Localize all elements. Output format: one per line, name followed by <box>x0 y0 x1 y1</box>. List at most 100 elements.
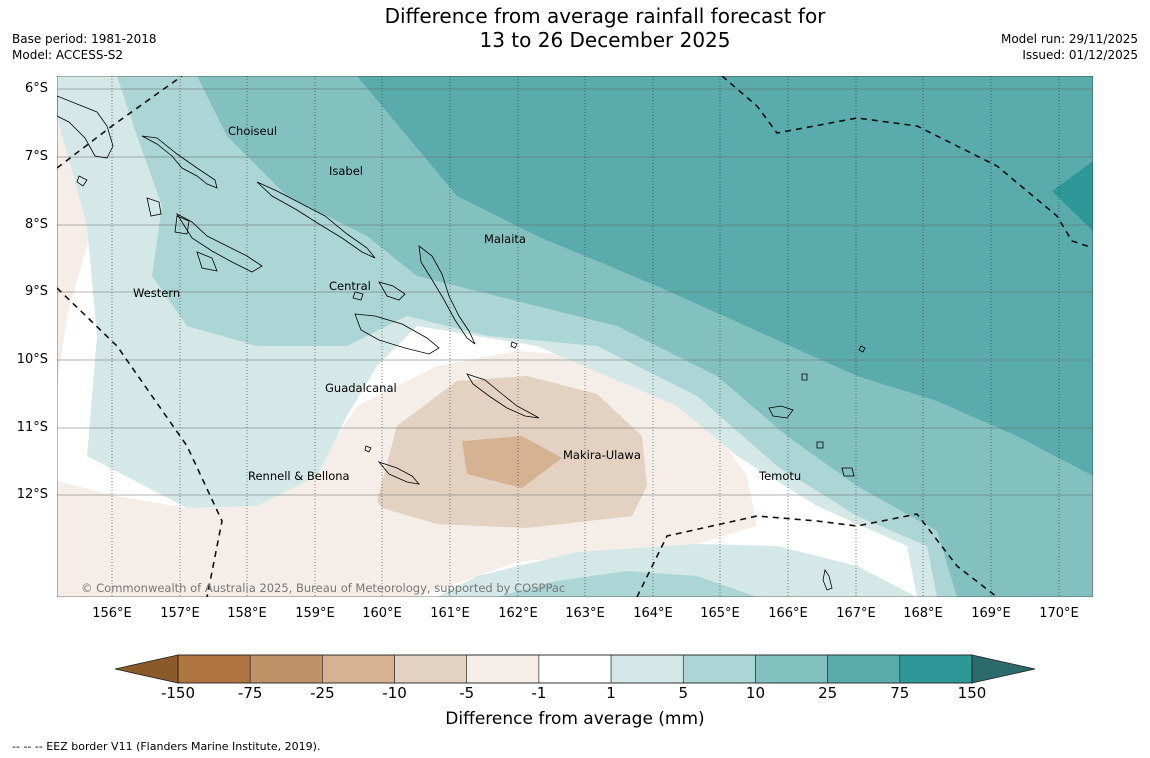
band-plus5-south <box>497 571 757 597</box>
island-makira <box>466 373 540 419</box>
colorbar-tick-label: 75 <box>890 684 910 702</box>
colorbar-segment <box>827 654 901 684</box>
model-text: Model: ACCESS-S2 <box>12 48 124 62</box>
colorbar-tick-label: -75 <box>237 684 263 702</box>
island-santa-cruz-1 <box>768 405 794 419</box>
region-guadalcanal: Guadalcanal <box>325 381 397 395</box>
island-rennell <box>377 461 421 485</box>
island-rendova <box>196 251 218 272</box>
eez-footnote: -- -- -- EEZ border V11 (Flanders Marine… <box>12 740 321 753</box>
colorbar-segment <box>899 654 973 684</box>
meta-right: Model run: 29/11/2025 Issued: 01/12/2025 <box>1001 31 1138 63</box>
eez-border <box>57 76 1093 597</box>
lon-label-166e: 166°E <box>768 606 808 621</box>
colorbar-segment <box>177 654 251 684</box>
region-western: Western <box>133 286 180 300</box>
island-duff <box>858 345 866 353</box>
colorbar-segment <box>466 654 540 684</box>
island-bellona <box>364 445 372 453</box>
island-santa-cruz-3 <box>841 467 855 477</box>
island-shortland <box>76 175 88 187</box>
island-santa-cruz-2 <box>816 441 824 449</box>
island-florida <box>378 281 406 301</box>
island-choiseul <box>141 135 218 189</box>
colorbar-tick-label: -5 <box>459 684 475 702</box>
meta-left: Base period: 1981-2018 Model: ACCESS-S2 <box>12 31 157 63</box>
lon-label-159e: 159°E <box>295 606 335 621</box>
band-plus25 <box>357 76 1093 476</box>
colorbar-segment <box>538 654 612 684</box>
region-choiseul: Choiseul <box>228 124 277 138</box>
lat-label-10s: 10°S <box>16 352 48 367</box>
island-reef <box>801 373 808 381</box>
map-title: Difference from average rainfall forecas… <box>0 4 1150 52</box>
colorbar-tick-label: -10 <box>382 684 407 702</box>
colorbar-segment <box>322 654 395 684</box>
island-malaita <box>418 245 476 345</box>
rainfall-map: Choiseul Isabel Malaita Western Central … <box>57 76 1093 597</box>
lon-label-164e: 164°E <box>633 606 673 621</box>
colorbar-tick-label: -150 <box>160 684 196 702</box>
colorbar-segment <box>249 654 323 684</box>
copyright-text: © Commonwealth of Australia 2025, Bureau… <box>81 581 565 595</box>
lon-label-160e: 160°E <box>362 606 402 621</box>
band-plus75 <box>1052 161 1093 231</box>
colorbar-tick-label: 25 <box>818 684 838 702</box>
colorbar-tick-label: 150 <box>957 684 987 702</box>
lon-label-163e: 163°E <box>565 606 605 621</box>
colorbar-title: Difference from average (mm) <box>445 709 705 729</box>
lon-label-156e: 156°E <box>92 606 132 621</box>
lon-label-167e: 167°E <box>836 606 876 621</box>
map-title-line2: 13 to 26 December 2025 <box>479 28 731 52</box>
islands <box>57 95 866 591</box>
colorbar-segment <box>610 654 684 684</box>
lat-label-7s: 7°S <box>24 149 48 164</box>
island-south <box>822 568 833 591</box>
colorbar-frame <box>177 654 973 684</box>
colorbar-segment <box>394 654 468 684</box>
region-makira-ulawa: Makira-Ulawa <box>563 448 641 462</box>
region-central: Central <box>329 279 371 293</box>
band-minus25 <box>462 436 562 488</box>
island-bougainville-tip <box>57 95 114 159</box>
lon-label-158e: 158°E <box>227 606 267 621</box>
colorbar <box>114 654 1036 684</box>
island-vella <box>146 197 162 217</box>
model-run-text: Model run: 29/11/2025 <box>1000 32 1138 46</box>
map-title-line1: Difference from average rainfall forecas… <box>384 4 826 28</box>
colorbar-tick-label: -25 <box>310 684 335 702</box>
island-new-georgia <box>175 212 263 273</box>
island-ulawa <box>510 341 518 349</box>
island-kolombangara <box>174 215 190 235</box>
island-guadalcanal <box>354 313 440 355</box>
lon-label-170e: 170°E <box>1039 606 1079 621</box>
issued-text: Issued: 01/12/2025 <box>1022 48 1138 62</box>
region-temotu: Temotu <box>758 469 801 483</box>
lat-label-12s: 12°S <box>16 487 48 502</box>
base-period-text: Base period: 1981-2018 <box>12 32 157 46</box>
lon-label-161e: 161°E <box>430 606 470 621</box>
colorbar-tick-label: 1 <box>606 684 616 702</box>
lon-label-157e: 157°E <box>160 606 200 621</box>
graticule <box>57 76 1093 597</box>
region-isabel: Isabel <box>329 164 363 178</box>
lon-label-169e: 169°E <box>971 606 1011 621</box>
colorbar-segment <box>755 654 828 684</box>
lat-label-9s: 9°S <box>24 284 48 299</box>
lon-label-165e: 165°E <box>700 606 740 621</box>
region-rennell-bellona: Rennell & Bellona <box>248 469 350 483</box>
lat-label-11s: 11°S <box>16 420 48 435</box>
lat-label-6s: 6°S <box>24 81 48 96</box>
colorbar-segment <box>682 654 756 684</box>
island-savo <box>352 291 364 301</box>
island-isabel <box>256 181 376 259</box>
lat-label-8s: 8°S <box>24 217 48 232</box>
colorbar-tick-label: 5 <box>678 684 689 702</box>
colorbar-arrow-high <box>971 654 1036 684</box>
colorbar-arrow-low <box>114 654 179 684</box>
colorbar-tick-label: 10 <box>745 684 765 702</box>
region-malaita: Malaita <box>484 232 526 246</box>
lon-label-168e: 168°E <box>903 606 943 621</box>
lon-label-162e: 162°E <box>498 606 538 621</box>
colorbar-tick-label: -1 <box>531 684 547 702</box>
